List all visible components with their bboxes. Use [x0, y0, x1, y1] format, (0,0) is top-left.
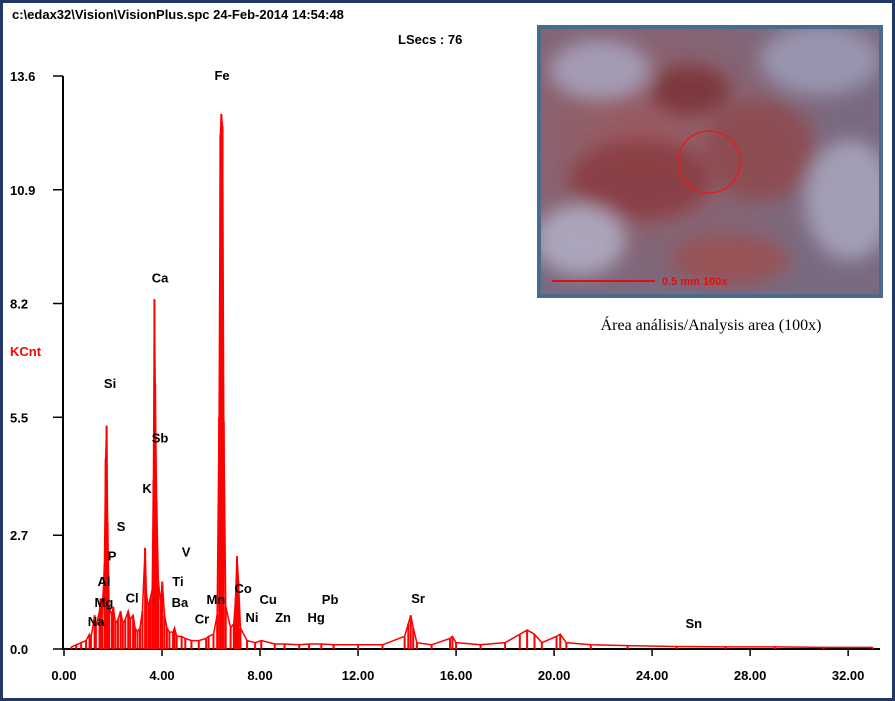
peak-label: Hg	[307, 610, 324, 625]
y-tick-label: 13.6	[10, 69, 35, 84]
peak-label: Mg	[95, 595, 114, 610]
peak-label: Ti	[172, 574, 183, 589]
peak-label: Sr	[411, 591, 425, 606]
y-tick-label: 5.5	[10, 410, 28, 425]
x-tick-label: 24.00	[636, 668, 669, 683]
peak-label: Mn	[207, 592, 226, 607]
peak-label: Zn	[275, 610, 291, 625]
x-tick-label: 8.00	[247, 668, 272, 683]
peak-label: Ca	[152, 270, 169, 285]
x-tick-label: 12.00	[342, 668, 375, 683]
x-tick-label: 32.00	[832, 668, 865, 683]
peak-label: Fe	[214, 68, 229, 83]
peak-label: Na	[88, 614, 105, 629]
peak-label: Pb	[322, 592, 339, 607]
y-tick-label: 8.2	[10, 297, 28, 312]
x-tick-label: 0.00	[51, 668, 76, 683]
y-tick-label: 10.9	[10, 183, 35, 198]
chart-subtitle: LSecs : 76	[398, 32, 462, 47]
y-axis-label: KCnt	[10, 344, 42, 359]
peak-label: Ni	[245, 610, 258, 625]
chart-title: c:\edax32\Vision\VisionPlus.spc 24-Feb-2…	[12, 7, 344, 22]
peak-label: Al	[97, 574, 110, 589]
peak-label: Cr	[195, 612, 209, 627]
peak-label: Ba	[172, 595, 189, 610]
inset-image	[537, 25, 883, 298]
peak-label: Si	[104, 376, 116, 391]
peak-label: Cl	[126, 591, 139, 606]
x-tick-label: 16.00	[440, 668, 473, 683]
peak-label: Co	[234, 581, 251, 596]
inset-caption: Área análisis/Analysis area (100x)	[601, 315, 822, 334]
spectrum-line	[71, 113, 873, 649]
peak-label: P	[108, 549, 117, 564]
y-tick-label: 2.7	[10, 528, 28, 543]
peak-label: K	[142, 481, 152, 496]
x-tick-label: 28.00	[734, 668, 767, 683]
peak-label: Sn	[685, 616, 702, 631]
y-tick-label: 0.0	[10, 642, 28, 657]
x-tick-label: 20.00	[538, 668, 571, 683]
peak-label: Cu	[259, 592, 276, 607]
x-tick-label: 4.00	[149, 668, 174, 683]
peak-label: S	[117, 519, 126, 534]
scale-label: 0.5 mm 100x	[662, 276, 728, 288]
peak-label: V	[182, 544, 191, 559]
peak-label: Sb	[152, 431, 169, 446]
